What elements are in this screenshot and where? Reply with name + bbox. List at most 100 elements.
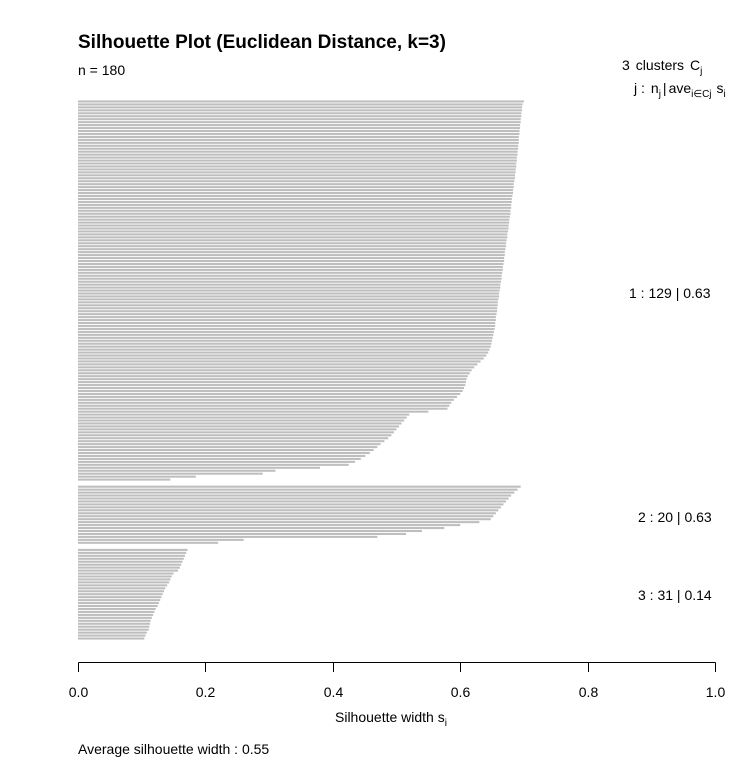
silhouette-bar-c1 bbox=[78, 224, 509, 227]
silhouette-bar-c3 bbox=[78, 631, 147, 634]
silhouette-bar-c1 bbox=[78, 324, 496, 328]
silhouette-bar-c2 bbox=[78, 512, 496, 515]
silhouette-bar-c3 bbox=[78, 566, 180, 569]
x-tick-label: 0.4 bbox=[324, 684, 344, 700]
silhouette-bar-c2 bbox=[78, 521, 480, 524]
silhouette-bar-c1 bbox=[78, 363, 478, 366]
silhouette-bar-c1 bbox=[78, 366, 475, 369]
silhouette-bar-c1 bbox=[78, 165, 517, 168]
silhouette-bar-c1 bbox=[78, 304, 498, 307]
silhouette-bar-c1 bbox=[78, 307, 498, 310]
silhouette-bar-c1 bbox=[78, 372, 470, 375]
silhouette-bar-c3 bbox=[78, 610, 155, 613]
silhouette-bar-c1 bbox=[78, 422, 402, 425]
silhouette-bar-c1 bbox=[78, 425, 400, 428]
silhouette-bar-c1 bbox=[78, 283, 501, 286]
silhouette-bar-c1 bbox=[78, 168, 516, 171]
silhouette-bar-c3 bbox=[78, 548, 188, 551]
silhouette-bar-c2 bbox=[78, 532, 407, 535]
silhouette-bar-c3 bbox=[78, 599, 161, 602]
silhouette-bar-c1 bbox=[78, 289, 500, 292]
silhouette-bar-c3 bbox=[78, 590, 164, 593]
silhouette-bar-c1 bbox=[78, 384, 466, 387]
silhouette-bar-c1 bbox=[78, 475, 196, 478]
silhouette-bar-c1 bbox=[78, 186, 514, 189]
silhouette-bar-c1 bbox=[78, 410, 429, 413]
silhouette-bar-c1 bbox=[78, 378, 467, 381]
silhouette-bar-c1 bbox=[78, 478, 171, 481]
silhouette-bar-c1 bbox=[78, 295, 500, 298]
silhouette-bar-c1 bbox=[78, 230, 508, 233]
silhouette-bar-c1 bbox=[78, 333, 494, 336]
silhouette-bar-c1 bbox=[78, 375, 468, 378]
silhouette-bar-c1 bbox=[78, 404, 450, 407]
silhouette-bar-c1 bbox=[78, 209, 511, 212]
silhouette-bar-c1 bbox=[78, 159, 517, 162]
silhouette-bar-c1 bbox=[78, 392, 461, 395]
x-axis: 0.0 0.2 0.4 0.6 0.8 1.0 bbox=[69, 662, 726, 700]
cluster-1-label: 1 : 129 | 0.63 bbox=[629, 285, 711, 301]
silhouette-bar-c2 bbox=[78, 518, 491, 521]
silhouette-bar-c3 bbox=[78, 581, 170, 584]
silhouette-bar-c2 bbox=[78, 509, 499, 512]
silhouette-bar-c1 bbox=[78, 127, 521, 130]
silhouette-bar-c1 bbox=[78, 389, 463, 393]
silhouette-bar-c1 bbox=[78, 106, 522, 109]
silhouette-bar-c1 bbox=[78, 407, 448, 410]
silhouette-bar-c1 bbox=[78, 109, 522, 112]
silhouette-bar-c1 bbox=[78, 153, 518, 156]
silhouette-bar-c1 bbox=[78, 413, 410, 416]
average-silhouette-width: Average silhouette width : 0.55 bbox=[78, 741, 269, 757]
silhouette-bar-c1 bbox=[78, 259, 505, 263]
legend-header-line1: 3 clusters Cj bbox=[622, 57, 702, 77]
silhouette-bar-c3 bbox=[78, 625, 150, 628]
silhouette-bar-c1 bbox=[78, 129, 520, 133]
silhouette-bar-c3 bbox=[78, 602, 159, 605]
silhouette-bar-c3 bbox=[78, 622, 150, 625]
x-tick-label: 1.0 bbox=[706, 684, 726, 700]
silhouette-bar-c1 bbox=[78, 268, 503, 271]
silhouette-bar-c2 bbox=[78, 491, 515, 494]
silhouette-bar-c1 bbox=[78, 469, 276, 472]
silhouette-bar-c1 bbox=[78, 236, 508, 239]
silhouette-bar-c2 bbox=[78, 527, 445, 530]
silhouette-bar-c1 bbox=[78, 443, 381, 446]
cluster-2-label: 2 : 20 | 0.63 bbox=[638, 509, 712, 525]
silhouette-bar-c1 bbox=[78, 446, 378, 449]
silhouette-bar-c2 bbox=[78, 494, 512, 497]
silhouette-bar-c1 bbox=[78, 277, 502, 280]
silhouette-bar-c1 bbox=[78, 330, 494, 333]
silhouette-bar-c1 bbox=[78, 242, 507, 245]
silhouette-bar-c1 bbox=[78, 466, 321, 469]
n-label: n = 180 bbox=[78, 62, 125, 78]
silhouette-bar-c1 bbox=[78, 138, 519, 141]
x-tick-label: 0.6 bbox=[451, 684, 471, 700]
silhouette-bar-c1 bbox=[78, 141, 519, 144]
silhouette-bar-c1 bbox=[78, 174, 515, 177]
silhouette-bar-c1 bbox=[78, 233, 508, 236]
silhouette-bar-c1 bbox=[78, 162, 517, 165]
silhouette-bar-c1 bbox=[78, 369, 472, 372]
silhouette-bar-c1 bbox=[78, 327, 495, 330]
silhouette-bar-c3 bbox=[78, 575, 172, 578]
silhouette-bar-c3 bbox=[78, 604, 158, 608]
silhouette-bar-c1 bbox=[78, 212, 511, 215]
silhouette-bar-c1 bbox=[78, 428, 397, 431]
silhouette-bar-c3 bbox=[78, 578, 171, 581]
silhouette-bar-c1 bbox=[78, 398, 454, 401]
silhouette-bar-c1 bbox=[78, 189, 514, 192]
silhouette-bar-c1 bbox=[78, 194, 513, 198]
silhouette-bar-c1 bbox=[78, 132, 520, 136]
legend-header: 3 clusters Cj j : nj | avei∈Cj si bbox=[622, 57, 726, 100]
silhouette-bar-c1 bbox=[78, 316, 496, 319]
silhouette-bar-c1 bbox=[78, 357, 484, 360]
silhouette-bar-c1 bbox=[78, 221, 510, 224]
silhouette-bar-c3 bbox=[78, 572, 174, 575]
silhouette-bar-c1 bbox=[78, 183, 514, 186]
silhouette-bar-c1 bbox=[78, 177, 515, 180]
silhouette-bar-c1 bbox=[78, 395, 458, 398]
silhouette-bar-c1 bbox=[78, 115, 522, 118]
silhouette-bar-c1 bbox=[78, 401, 452, 404]
silhouette-bar-c3 bbox=[78, 634, 146, 637]
silhouette-bar-c1 bbox=[78, 100, 524, 103]
